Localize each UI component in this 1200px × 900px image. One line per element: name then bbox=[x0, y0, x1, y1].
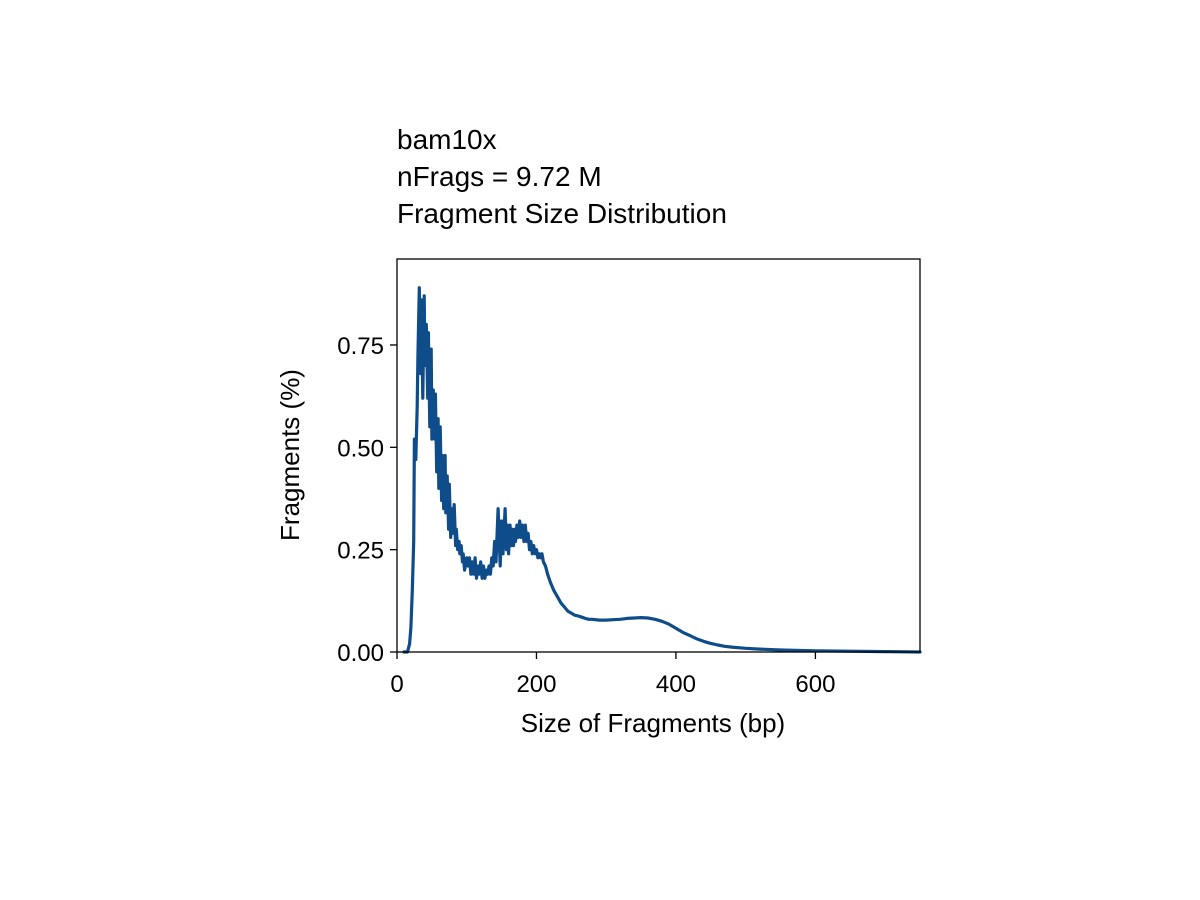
x-tick-label: 200 bbox=[516, 671, 556, 698]
x-axis-label: Size of Fragments (bp) bbox=[521, 708, 785, 738]
y-axis: 0.00 0.25 0.50 0.75 bbox=[337, 333, 397, 667]
x-tick-label: 0 bbox=[390, 671, 403, 698]
chart-title-line-3: Fragment Size Distribution bbox=[397, 198, 727, 229]
y-tick-label: 0.50 bbox=[337, 435, 384, 462]
y-tick-label: 0.75 bbox=[337, 333, 384, 360]
chart-title-line-1: bam10x bbox=[397, 124, 497, 155]
series-layer bbox=[402, 286, 922, 654]
x-tick-label: 400 bbox=[656, 671, 696, 698]
y-tick-label: 0.25 bbox=[337, 538, 384, 565]
chart-title-line-2: nFrags = 9.72 M bbox=[397, 161, 602, 192]
plot-frame bbox=[396, 258, 921, 653]
x-axis: 0 200 400 600 bbox=[390, 652, 835, 698]
y-tick-label: 0.00 bbox=[337, 640, 384, 667]
y-axis-label: Fragments (%) bbox=[275, 369, 305, 541]
series-line-0 bbox=[402, 286, 922, 654]
x-tick-label: 600 bbox=[795, 671, 835, 698]
